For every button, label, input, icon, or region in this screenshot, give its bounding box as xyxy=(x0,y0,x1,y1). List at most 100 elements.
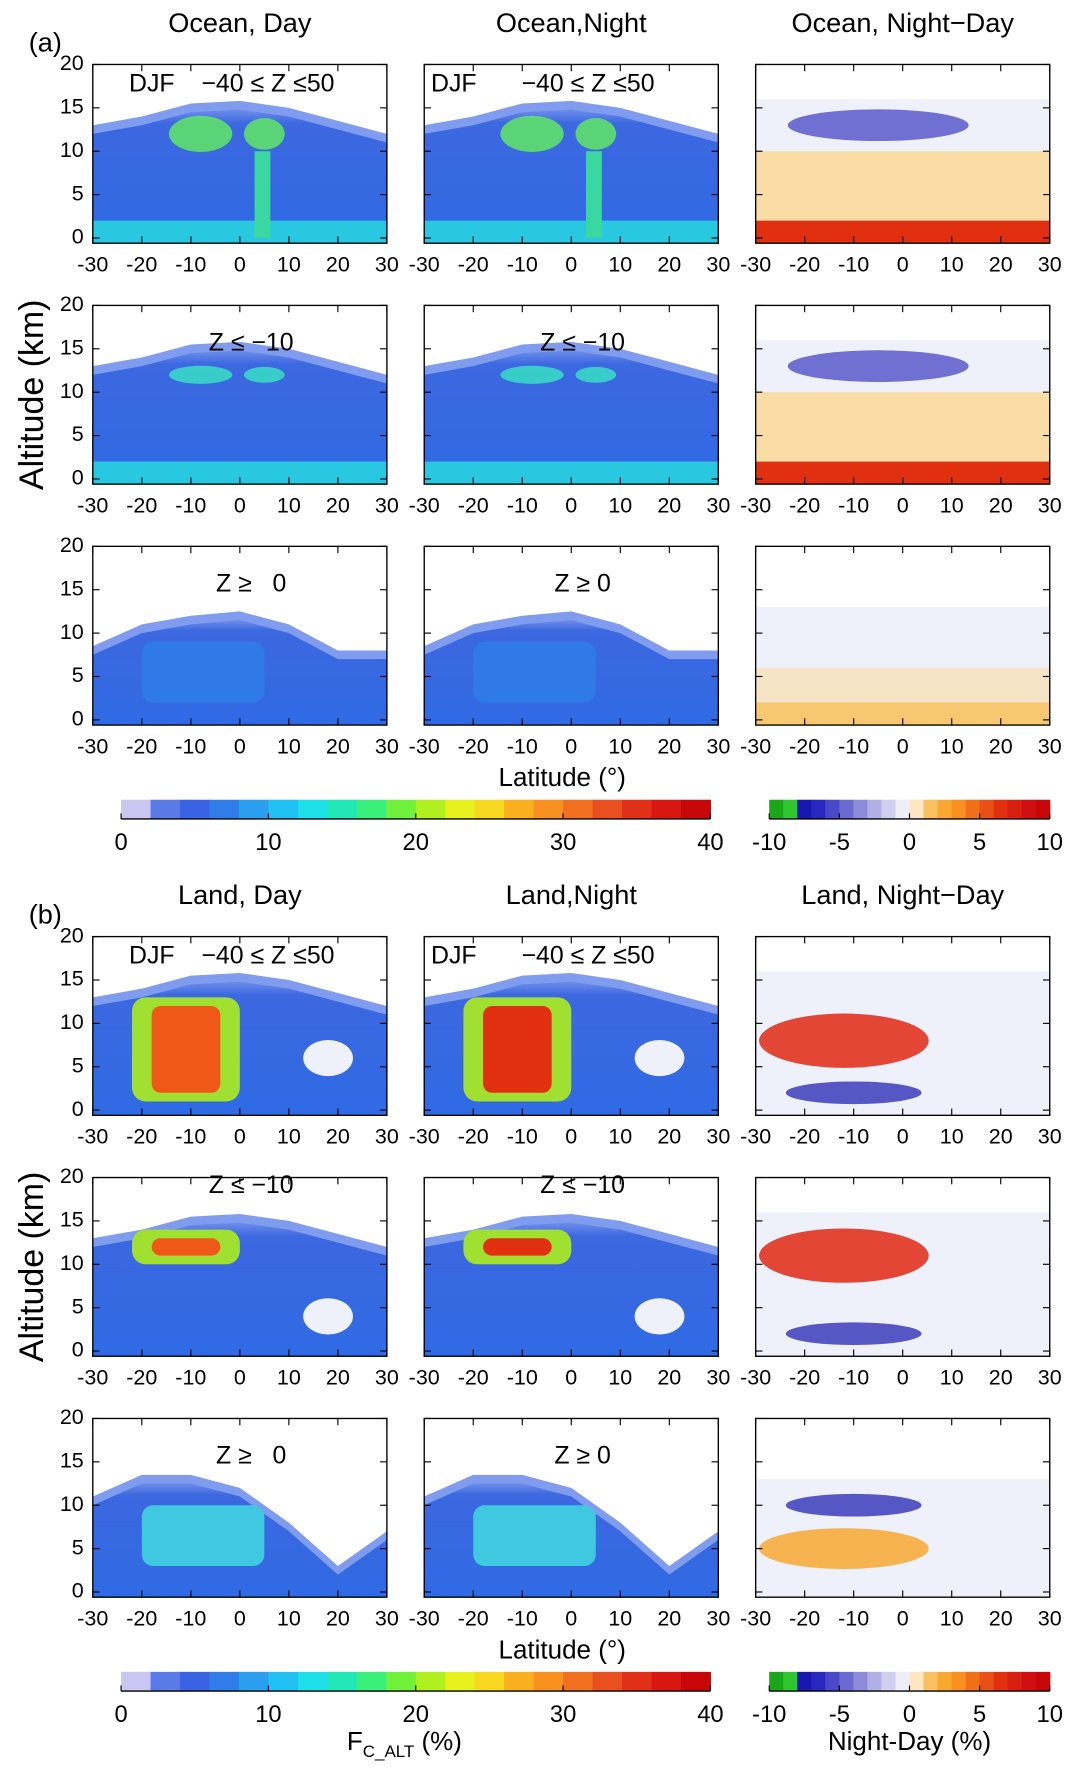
x-tick-label: 30 xyxy=(706,1606,730,1630)
x-tick-label: 20 xyxy=(989,252,1013,276)
blob xyxy=(759,1228,929,1283)
colorbar-swatch xyxy=(622,799,653,819)
x-tick-label: -30 xyxy=(77,1125,108,1149)
x-tick-label: 30 xyxy=(375,734,399,758)
x-tick-label: 0 xyxy=(897,1366,909,1390)
x-tick-label: 20 xyxy=(326,1366,350,1390)
x-tick-label: -30 xyxy=(409,1606,440,1630)
annotation: −40 ≤ Z ≤50 xyxy=(201,69,334,97)
blob xyxy=(500,115,564,152)
blob xyxy=(243,366,285,383)
x-tick-label: 20 xyxy=(657,493,681,517)
colorbar-swatch xyxy=(474,1671,505,1692)
colorbar-swatch xyxy=(297,1671,328,1692)
y-tick-label: 15 xyxy=(60,95,84,119)
colorbar-swatch xyxy=(563,1671,594,1692)
colorbar-swatch xyxy=(923,799,939,819)
annotation: Z ≤ −10 xyxy=(209,328,294,356)
colorbar-swatch xyxy=(386,799,417,819)
x-tick-label: 30 xyxy=(706,1366,730,1390)
colorbar-tick-label: 0 xyxy=(903,829,916,856)
column-title: Ocean, Night−Day xyxy=(792,7,1015,38)
colorbar-swatch xyxy=(825,799,840,819)
colorbar-swatch xyxy=(592,1671,623,1692)
colorbar-swatch xyxy=(680,799,711,819)
x-tick-label: 0 xyxy=(234,1125,246,1149)
colorbar-swatch xyxy=(150,799,181,819)
blob xyxy=(254,151,271,238)
cloud-core xyxy=(92,109,387,244)
x-tick-label: -10 xyxy=(507,252,538,276)
colorbar-swatch xyxy=(965,1671,981,1692)
colorbar-swatch xyxy=(937,1671,953,1692)
field xyxy=(424,100,719,244)
blob xyxy=(424,220,719,244)
x-tick-label: 30 xyxy=(706,252,730,276)
colorbar-tick-label: 10 xyxy=(1037,829,1063,856)
x-tick-label: 20 xyxy=(989,1125,1013,1149)
colorbar-tick-label: 40 xyxy=(697,829,723,856)
x-tick-label: 20 xyxy=(326,1125,350,1149)
x-tick-label: 0 xyxy=(897,734,909,758)
x-tick-label: 0 xyxy=(234,1606,246,1630)
blob xyxy=(303,1298,353,1335)
y-tick-label: 10 xyxy=(60,620,84,644)
annotation: Z ≤ −10 xyxy=(540,328,625,356)
blob xyxy=(92,461,387,485)
colorbar-swatch xyxy=(769,799,784,819)
x-tick-label: 10 xyxy=(277,1125,301,1149)
colorbar-swatch xyxy=(268,799,299,819)
blob xyxy=(92,220,387,244)
blob xyxy=(483,1006,552,1093)
x-tick-label: 0 xyxy=(897,493,909,517)
x-tick-label: 0 xyxy=(565,1366,577,1390)
x-tick-label: -10 xyxy=(507,1366,538,1390)
y-tick-label: 5 xyxy=(72,1294,84,1318)
colorbar-label: FC_ALT (%) xyxy=(347,1726,462,1761)
blob xyxy=(785,1493,922,1517)
colorbar-swatch xyxy=(268,1671,299,1692)
colorbar-swatch xyxy=(622,1671,653,1692)
y-tick-label: 5 xyxy=(72,1535,84,1559)
x-tick-label: -10 xyxy=(838,493,869,517)
colorbar-swatch xyxy=(651,799,682,819)
colorbar-tick-label: 5 xyxy=(973,829,986,856)
colorbar-tick-label: -10 xyxy=(752,1701,786,1728)
y-tick-label: 10 xyxy=(60,1251,84,1275)
blob xyxy=(759,1528,929,1569)
x-tick-label: 20 xyxy=(657,1606,681,1630)
blob xyxy=(483,1238,552,1256)
annotation: DJF xyxy=(431,69,477,97)
x-tick-label: -20 xyxy=(789,1366,820,1390)
colorbar-swatch xyxy=(1035,1671,1051,1692)
x-tick-label: 10 xyxy=(608,1606,632,1630)
colorbar-swatch xyxy=(811,799,826,819)
x-tick-label: -30 xyxy=(740,252,771,276)
colorbar-swatch xyxy=(797,799,812,819)
colorbar-swatch xyxy=(415,1671,446,1692)
blob xyxy=(755,220,1050,244)
colorbar-swatch xyxy=(121,799,152,819)
x-tick-label: 0 xyxy=(897,1125,909,1149)
annotation: −40 ≤ Z ≤50 xyxy=(522,69,655,97)
colorbar-swatch xyxy=(504,1671,535,1692)
x-tick-label: -20 xyxy=(789,1606,820,1630)
x-tick-label: 20 xyxy=(989,734,1013,758)
x-tick-label: 0 xyxy=(565,493,577,517)
colorbar-swatch xyxy=(881,799,897,819)
field xyxy=(424,1213,719,1357)
column-title: Ocean, Day xyxy=(168,7,312,38)
y-tick-label: 0 xyxy=(72,707,84,731)
cloud-core xyxy=(424,109,719,244)
blob xyxy=(575,118,617,150)
colorbar-swatch xyxy=(533,799,564,819)
colorbar-swatch xyxy=(881,1671,897,1692)
x-tick-label: -20 xyxy=(458,252,489,276)
blob xyxy=(785,1081,922,1105)
field xyxy=(755,1212,1050,1357)
x-tick-label: 20 xyxy=(989,493,1013,517)
x-tick-label: 20 xyxy=(326,493,350,517)
x-tick-label: 30 xyxy=(706,734,730,758)
x-tick-label: 10 xyxy=(608,1366,632,1390)
x-tick-label: 10 xyxy=(277,1366,301,1390)
